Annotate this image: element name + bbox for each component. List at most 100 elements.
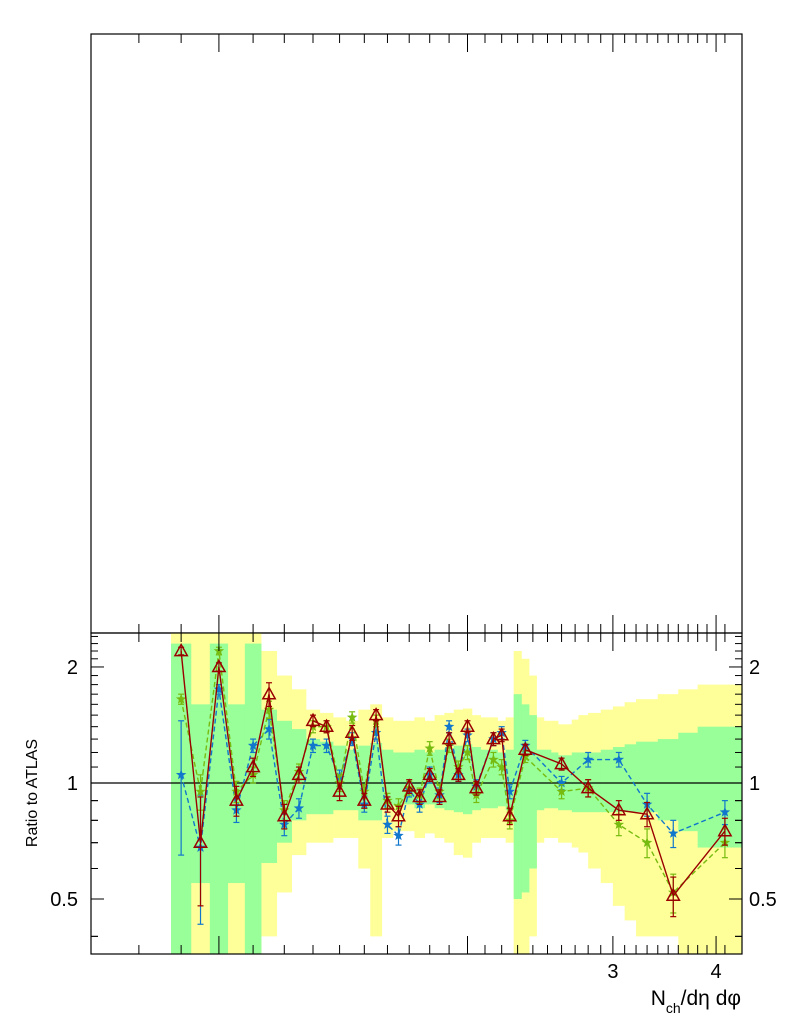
data-point [641,837,653,848]
band-inner-bin [261,709,278,864]
data-point [382,819,393,829]
data-point [380,796,395,810]
data-point [441,731,457,745]
band-inner-bin [403,752,415,805]
y-tick-label-left: 1 [67,773,78,795]
data-point [261,686,277,700]
data-point [580,780,596,794]
data-point [554,755,570,770]
series-line [180,689,726,848]
ratio-panel-frame [90,632,743,955]
band-inner-bin [480,749,490,809]
band-inner-bin [588,752,602,813]
band-inner-bin [444,748,455,811]
data-point [393,830,404,841]
data-point [460,718,475,732]
data-point [344,724,360,739]
y-tick-label-right: 1 [749,773,760,795]
data-point [228,792,244,806]
band-inner-bin [571,752,579,813]
data-point [346,711,358,722]
data-point [717,823,733,837]
y-tick-label-left: 2 [67,657,78,679]
band-inner-bin [244,643,262,954]
band-inner-bin [551,752,559,809]
data-point [263,723,275,734]
data-point [175,693,187,704]
tick-labels: 0.5 0.5 1 1 2 2 3 4 [50,657,777,983]
band-inner-bin [393,752,405,805]
band-inner-bin [497,752,507,807]
band-inner-bin [276,720,292,843]
data-point [668,827,679,838]
band-inner-bin [543,749,552,809]
band-inner-bin [529,715,537,869]
data-point [556,777,567,788]
data-point [639,806,655,820]
data-point [462,729,473,740]
band-inner-bin [678,732,698,832]
data-point [276,808,292,822]
data-point [412,788,428,803]
band-inner-bin [657,739,679,821]
band-inner-bin [345,749,359,811]
data-point [450,766,466,781]
data-point [582,754,594,764]
band-inner-bin [521,704,530,893]
data-point [468,780,484,794]
data-point [263,704,275,715]
series-0 [173,642,733,918]
band-inner-bin [513,694,522,900]
data-point [453,761,464,772]
data-point [291,766,307,781]
band-inner-bin [414,749,425,809]
data-point [305,712,321,727]
data-point [359,786,370,796]
data-point [245,759,261,773]
band-inner-bin [381,749,394,809]
data-point [517,741,533,756]
band-inner-bin [471,746,481,811]
y-tick-label-right: 2 [749,657,760,679]
band-inner-bin [370,742,383,821]
band-inner-bin [578,752,589,813]
data-point [401,778,417,792]
band-inner-bin [636,741,659,813]
data-point [613,819,625,829]
data-point [424,742,435,753]
main-panel-frame [90,33,743,634]
band-inner-bin [462,744,473,815]
data-point [391,808,406,822]
data-point [504,786,515,796]
data-point [175,769,187,780]
data-point [432,788,447,803]
ratio-panel-ticks [91,633,742,954]
band-inner-bin [489,749,498,809]
data-point [613,754,625,764]
y-axis-label: Ratio to ATLAS [24,739,41,847]
data-point [520,751,531,762]
data-point [719,806,731,817]
data-point [496,761,507,772]
y-tick-label-left: 0.5 [50,889,78,911]
data-point [332,783,348,797]
data-point [193,834,208,848]
x-axis-label: Nch/dη dφ [651,987,741,1016]
data-point [488,754,499,764]
data-point [611,802,627,816]
data-point [502,808,518,822]
data-point [195,786,206,796]
data-point [247,740,259,751]
band-inner-bin [600,749,614,813]
data-point [319,718,334,732]
main-panel-ticks [138,34,726,633]
data-point [213,683,225,694]
x-tick-label: 4 [711,961,722,983]
data-point [321,740,332,751]
data-point [494,727,510,741]
band-inner-bin [536,749,545,811]
data-point [422,766,438,781]
band-inner-bin [697,726,742,848]
data-point [665,887,681,901]
data-point [556,786,567,796]
